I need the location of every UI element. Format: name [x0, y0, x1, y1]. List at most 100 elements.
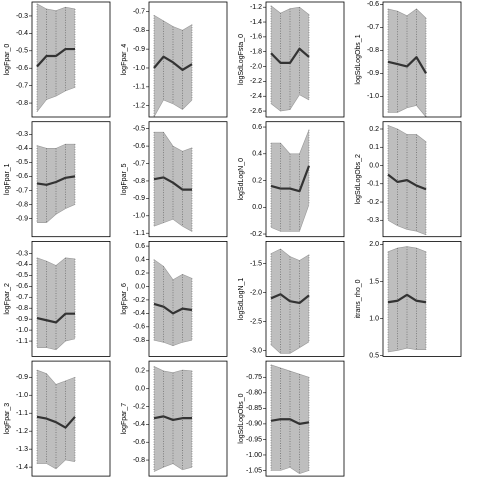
mean-line	[387, 293, 427, 304]
y-tick-label: -0.4	[133, 421, 145, 428]
mean-line	[153, 176, 192, 191]
y-tick-label: -0.5	[133, 126, 145, 133]
y-tick-label: 2.0	[369, 241, 379, 248]
y-tick-label: -2.0	[250, 63, 262, 70]
y-tick-label: 0.2	[135, 368, 145, 375]
y-tick-label: -0.8	[367, 47, 379, 54]
y-axis-label: logFpar_1	[4, 163, 11, 195]
y-tick-label: -0.2	[133, 403, 145, 410]
y-tick-label: -1.8	[250, 49, 262, 56]
mean-line	[270, 293, 310, 305]
y-tick-label: -2.0	[250, 289, 262, 296]
panel-frame	[148, 360, 228, 477]
y-tick-label: -0.3	[16, 131, 28, 138]
y-tick-label: -0.2	[367, 199, 379, 206]
mean-line	[36, 47, 75, 68]
y-tick-label: -2.4	[250, 93, 262, 100]
y-tick-label: -1.1	[133, 230, 145, 237]
y-tick-label: -0.7	[16, 187, 28, 194]
y-tick-label: -0.4	[133, 310, 145, 317]
y-axis-label: logSdLogFsta_0	[238, 34, 245, 85]
y-tick-label: -1.6	[250, 34, 262, 41]
y-tick-label: -1.0	[133, 65, 145, 72]
mean-line	[270, 418, 310, 425]
panel-frame	[265, 240, 345, 357]
y-tick-label: 0.1	[369, 144, 379, 151]
y-tick-label: -0.8	[133, 457, 145, 464]
y-tick-label: -0.6	[16, 173, 28, 180]
y-tick-label: -0.8	[133, 337, 145, 344]
y-tick-label: -2.6	[250, 108, 262, 115]
panel: -0.3 -0.4 -0.5 -0.6 -0.7 -0.8 -0.9 logFpar_1	[4, 121, 111, 238]
y-tick-label: -0.7	[133, 160, 145, 167]
y-tick-label: -2.5	[250, 318, 262, 325]
panel: 0.2 0.1 0.0 -0.1 -0.2 -0.3 logSdLogObs_2	[355, 121, 462, 238]
y-tick-label: -3.0	[250, 347, 262, 354]
y-tick-label: -0.80	[246, 390, 262, 397]
y-tick-label: -0.6	[133, 143, 145, 150]
lower-line	[387, 347, 426, 353]
mean-line	[270, 47, 310, 64]
y-tick-label: -1.0	[367, 93, 379, 100]
y-tick-label: -1.1	[16, 410, 28, 417]
y-tick-label: -0.8	[133, 27, 145, 34]
y-tick-label: -0.2	[133, 297, 145, 304]
mean-line	[387, 173, 427, 191]
y-tick-label: 0.0	[252, 204, 262, 211]
y-tick-label: -0.6	[133, 439, 145, 446]
panel-frame	[148, 240, 228, 357]
y-tick-label: 0.0	[135, 386, 145, 393]
lower-line	[271, 467, 310, 474]
y-tick-label: -1.1	[16, 338, 28, 345]
y-tick-label: -0.2	[250, 231, 262, 238]
lower-line	[388, 105, 427, 118]
y-tick-label: -1.3	[16, 446, 28, 453]
panel-frame	[265, 1, 345, 118]
y-axis-label: logSdLogN_0	[238, 158, 245, 201]
y-axis-label: logFpar_3	[4, 403, 11, 435]
y-axis-label: logFpar_5	[121, 163, 128, 195]
panel-frame	[382, 1, 462, 118]
y-tick-label: -1.05	[246, 467, 262, 474]
y-tick-label: -0.90	[246, 421, 262, 428]
y-tick-label: -0.5	[16, 159, 28, 166]
y-tick-label: -0.3	[16, 250, 28, 257]
panel: -0.75 -0.80 -0.85 -0.90 -0.95 -1.00 -1.05 logSd…	[238, 360, 345, 477]
y-axis-label: logFpar_4	[121, 44, 128, 76]
lower-line	[387, 220, 427, 236]
panel-frame	[382, 121, 462, 238]
panel: 0.2 0.0 -0.2 -0.4 -0.6 -0.8 logFpar_7	[121, 360, 228, 477]
y-tick-label: -0.8	[16, 201, 28, 208]
y-tick-label: 0.5	[369, 353, 379, 360]
y-tick-label: -1.2	[133, 103, 145, 110]
y-tick-label: 0.4	[135, 256, 145, 263]
panel: 2.0 1.5 1.0 0.5 itrans_rho_0	[355, 240, 462, 360]
y-tick-label: -0.6	[16, 283, 28, 290]
y-tick-label: 0.2	[252, 177, 262, 184]
panel: -1.2 -1.4 -1.6 -1.8 -2.0 -2.2 -2.4 -2.6 logSdLog…	[238, 1, 345, 118]
y-tick-label: -0.6	[16, 65, 28, 72]
y-tick-label: -1.5	[250, 260, 262, 267]
y-tick-label: -0.85	[246, 405, 262, 412]
y-tick-label: -0.8	[16, 305, 28, 312]
mean-line	[36, 175, 76, 186]
panel-frame	[265, 121, 345, 238]
y-tick-label: -0.7	[133, 8, 145, 15]
y-tick-label: -0.3	[16, 13, 28, 20]
y-axis-label: logFpar_0	[4, 44, 11, 76]
panel: 0.6 0.4 0.2 0.0 -0.2 -0.4 -0.6 -0.8 logFpar_6	[121, 240, 228, 357]
y-tick-label: -1.0	[16, 327, 28, 334]
y-tick-label: 0.6	[135, 243, 145, 250]
y-tick-label: 0.0	[369, 162, 379, 169]
y-tick-label: 1.0	[369, 315, 379, 322]
y-tick-label: -0.9	[367, 70, 379, 77]
panel: -0.9 -1.0 -1.1 -1.2 -1.3 -1.4 logFpar_3	[4, 360, 111, 477]
y-axis-label: itrans_rho_0	[355, 279, 362, 318]
mean-line	[36, 415, 76, 429]
lower-line	[153, 99, 193, 118]
y-tick-label: -2.2	[250, 78, 262, 85]
y-axis-label: logSdLogObs_0	[238, 393, 245, 443]
mean-line	[153, 415, 192, 422]
panel-frame	[31, 240, 111, 357]
